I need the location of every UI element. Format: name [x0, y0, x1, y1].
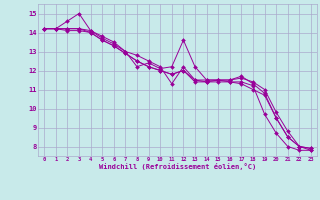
- X-axis label: Windchill (Refroidissement éolien,°C): Windchill (Refroidissement éolien,°C): [99, 163, 256, 170]
